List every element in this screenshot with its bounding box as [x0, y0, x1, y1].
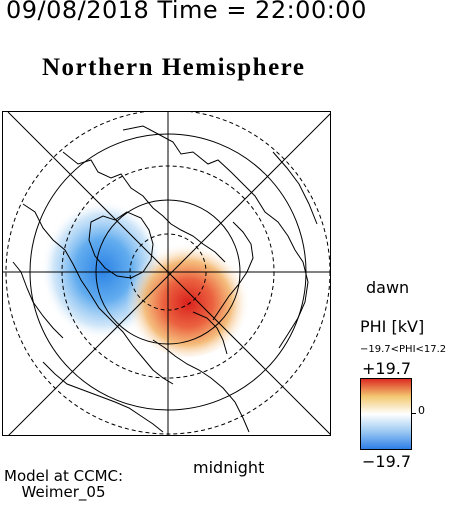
legend-zero-label: 0: [418, 404, 425, 417]
model-label-line1: Model at CCMC:: [4, 467, 124, 485]
legend-max-label: +19.7: [362, 359, 412, 378]
legend-quantity-label: PHI [kV]: [360, 317, 425, 336]
positive-potential-cell: [126, 237, 250, 357]
dawn-label: dawn: [366, 278, 410, 297]
legend-zero-tick: [412, 413, 416, 414]
legend-colorbar: [360, 378, 412, 450]
hemisphere-title: Northern Hemisphere: [42, 54, 306, 81]
midnight-label: midnight: [193, 458, 265, 477]
coastlines: [12, 125, 318, 433]
model-label: Model at CCMC: Weimer_05: [4, 468, 123, 500]
polar-map: [2, 111, 331, 436]
legend-range-text: −19.7<PHI<17.2: [360, 344, 447, 355]
meridian-diagonal-2: [8, 113, 330, 435]
model-label-line2: Weimer_05: [21, 483, 106, 501]
legend-min-label: −19.7: [362, 452, 412, 471]
timestamp-header: 09/08/2018 Time = 22:00:00: [6, 0, 367, 24]
polar-map-svg: [3, 112, 330, 435]
